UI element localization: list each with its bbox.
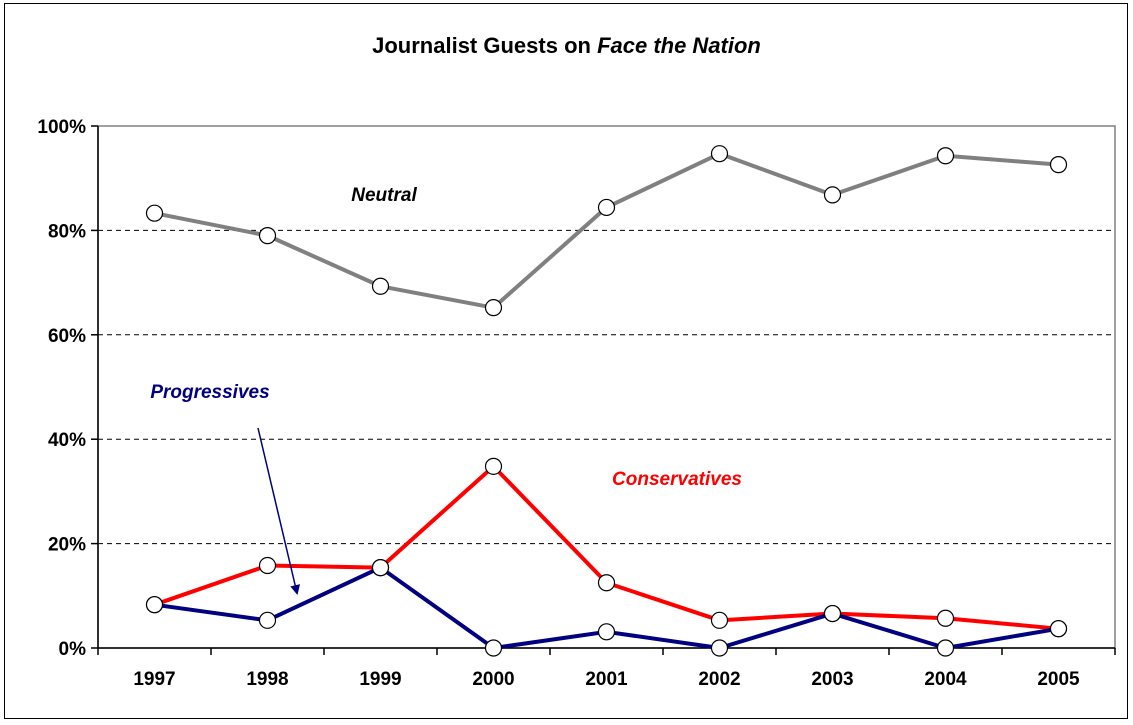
chart-title-italic: Face the Nation [597,33,761,58]
x-tick-label: 2002 [698,669,740,690]
point-neutral [484,299,503,317]
series [145,145,1068,657]
point-progressives [145,596,164,614]
point-neutral [823,186,842,204]
point-conservatives [936,609,955,627]
y-tick-label: 0% [59,639,87,660]
y-tick-label: 100% [37,117,86,138]
x-tick-label: 2000 [472,669,514,690]
x-tick-label: 2003 [811,669,853,690]
chart-frame [4,3,1128,719]
point-neutral [258,227,277,245]
y-tick-label: 40% [48,430,86,451]
point-progressives [823,604,842,623]
annotation-progressives: Progressives [150,382,269,403]
point-progressives [371,559,390,577]
point-progressives [710,639,729,657]
x-tick-label: 1997 [133,669,175,690]
x-tick-label: 1998 [246,669,288,690]
point-conservatives [710,611,729,629]
point-progressives [1049,620,1068,638]
chart-title: Journalist Guests on Face the Nation [0,33,1133,59]
series-line-conservatives [153,464,1059,631]
annotation-progressives-arrow [257,427,301,595]
point-neutral [371,277,390,295]
point-progressives [258,611,277,629]
x-tick-label: 2004 [924,669,967,690]
point-conservatives [484,457,503,475]
x-axis: 1997 1998 1999 2000 2001 2002 2003 2004 2005 [97,647,1116,690]
annotation-neutral: Neutral [351,185,417,206]
point-neutral [936,147,955,165]
x-tick-label: 2001 [585,669,628,690]
point-progressives [597,623,616,641]
y-tick-label: 60% [48,326,86,347]
point-neutral [145,204,164,222]
point-conservatives [597,574,616,592]
x-tick-label: 2005 [1037,669,1080,690]
point-progressives [484,639,503,657]
annotation-conservatives: Conservatives [612,469,742,490]
point-neutral [1049,156,1068,174]
point-neutral [710,145,729,163]
annotations: Neutral Conservatives Progressives [150,185,742,595]
point-progressives [936,639,955,657]
y-tick-label: 20% [48,535,86,556]
y-axis: 0% 20% 40% 60% 80% 100% [37,117,99,660]
gridlines [98,229,1115,545]
chart-title-prefix: Journalist Guests on [372,33,598,58]
point-conservatives [258,556,277,575]
x-tick-label: 1999 [359,669,401,690]
y-tick-label: 80% [48,221,86,242]
point-neutral [597,198,616,217]
